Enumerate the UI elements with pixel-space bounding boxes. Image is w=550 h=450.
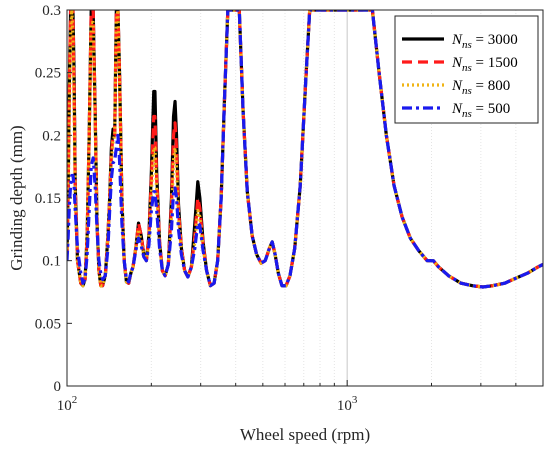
x-axis-title: Wheel speed (rpm) bbox=[240, 425, 370, 444]
legend-label-1500: Nns = 1500 bbox=[451, 55, 518, 74]
y-tick-label-0: 0 bbox=[54, 379, 62, 395]
legend-box bbox=[394, 15, 539, 124]
legend: Nns = 3000 Nns = 1500 Nns = 800 Nns = 500 bbox=[394, 15, 539, 124]
legend-label-800: Nns = 800 bbox=[451, 78, 510, 97]
y-tick-label-5: 0.25 bbox=[35, 66, 61, 82]
series-layer bbox=[67, 10, 543, 289]
axis-ticks bbox=[67, 9, 517, 387]
y-tick-label-6: 0.3 bbox=[42, 3, 61, 19]
y-tick-label-1: 0.05 bbox=[35, 316, 61, 332]
series-line-800 bbox=[67, 10, 543, 289]
series-line-500 bbox=[67, 10, 543, 289]
x-tick-label-0: 102 bbox=[57, 394, 78, 414]
x-tick-label-1: 103 bbox=[337, 394, 358, 414]
legend-label-3000: Nns = 3000 bbox=[451, 32, 518, 51]
y-tick-label-4: 0.2 bbox=[42, 128, 61, 144]
tick-labels: 0 0.05 0.1 0.15 0.2 0.25 0.3 102 103 bbox=[35, 3, 358, 414]
legend-label-500: Nns = 500 bbox=[451, 101, 510, 120]
y-tick-label-3: 0.15 bbox=[35, 191, 61, 207]
gridlines bbox=[150, 10, 517, 386]
y-tick-label-2: 0.1 bbox=[42, 254, 61, 270]
y-axis-title: Grinding depth (mm) bbox=[7, 125, 26, 270]
